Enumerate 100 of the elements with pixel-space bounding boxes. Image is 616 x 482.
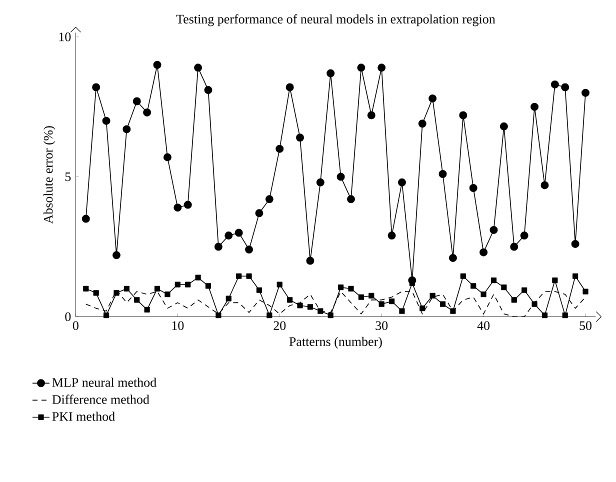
point <box>286 83 294 92</box>
point <box>204 86 212 94</box>
x-axis-title: Patterns (number) <box>289 336 382 349</box>
point <box>571 240 580 248</box>
x-tick-label: 0 <box>72 321 78 330</box>
point <box>184 200 192 209</box>
point <box>501 284 507 290</box>
point <box>572 273 578 279</box>
point <box>450 308 456 314</box>
chart-title: Testing performance of neural models in extrapolation region <box>176 14 496 26</box>
point <box>378 301 384 307</box>
point <box>378 64 386 72</box>
point <box>226 296 232 302</box>
y-tick-label: 5 <box>65 172 71 182</box>
point <box>480 292 486 298</box>
point <box>255 209 264 218</box>
point <box>306 256 314 265</box>
point <box>388 298 395 304</box>
point <box>112 251 120 260</box>
point <box>399 308 405 314</box>
point <box>542 312 548 318</box>
point <box>348 286 354 292</box>
point <box>448 254 457 262</box>
point <box>114 290 120 296</box>
point <box>561 83 570 92</box>
point <box>550 80 559 88</box>
point <box>326 69 335 78</box>
point <box>480 248 488 256</box>
point <box>552 278 558 284</box>
point <box>174 282 180 288</box>
point <box>122 125 131 134</box>
point <box>216 312 222 318</box>
point <box>440 301 446 307</box>
point <box>102 116 110 125</box>
point <box>266 312 272 318</box>
point <box>103 312 110 318</box>
point <box>297 302 303 308</box>
point <box>510 242 518 251</box>
point <box>459 111 468 120</box>
point <box>194 64 202 72</box>
point <box>470 283 476 289</box>
point <box>134 297 140 303</box>
point <box>460 273 466 279</box>
legend-label: PKI method <box>52 412 115 421</box>
point <box>124 286 130 292</box>
point <box>336 172 345 181</box>
point <box>195 274 201 280</box>
point <box>92 83 100 92</box>
x-tick-label: 50 <box>580 321 592 330</box>
point <box>153 60 162 69</box>
point <box>357 64 366 72</box>
point <box>174 204 182 212</box>
x-tick-label: 40 <box>477 321 490 330</box>
y-axis-title: Absolute error (%) <box>44 126 56 224</box>
y-tick-label: 10 <box>59 32 71 42</box>
x-tick-label: 30 <box>376 321 388 330</box>
point <box>82 214 90 223</box>
point <box>316 178 324 186</box>
legend-label: MLP neural method <box>52 378 156 387</box>
point <box>582 88 590 97</box>
point <box>154 286 160 292</box>
point <box>93 290 99 296</box>
point <box>234 228 243 237</box>
x-tick-label: 10 <box>172 321 184 330</box>
point <box>582 288 588 294</box>
point <box>368 292 374 299</box>
legend-label: Difference method <box>52 394 150 404</box>
point <box>532 301 538 307</box>
point <box>318 308 324 314</box>
point <box>256 287 262 293</box>
point <box>205 283 212 289</box>
y-tick-label: 0 <box>65 312 71 322</box>
point <box>164 292 170 298</box>
point <box>540 181 549 190</box>
point <box>214 242 222 251</box>
point <box>245 246 254 254</box>
point <box>307 304 314 310</box>
point <box>132 97 141 106</box>
point <box>265 195 274 204</box>
point <box>520 232 528 240</box>
point <box>276 144 284 153</box>
point <box>143 108 152 116</box>
point <box>398 178 406 186</box>
point <box>490 278 497 284</box>
point <box>328 312 334 318</box>
point <box>500 122 508 130</box>
point <box>428 94 437 102</box>
point <box>562 312 568 318</box>
point <box>236 273 242 279</box>
point <box>388 232 396 240</box>
point <box>430 292 436 299</box>
point <box>358 294 364 300</box>
point <box>418 120 426 128</box>
point <box>420 306 426 312</box>
point <box>511 297 517 303</box>
point <box>83 286 89 292</box>
point <box>469 184 478 192</box>
point <box>163 153 172 162</box>
x-tick-label: 20 <box>274 321 286 330</box>
point <box>346 195 355 204</box>
